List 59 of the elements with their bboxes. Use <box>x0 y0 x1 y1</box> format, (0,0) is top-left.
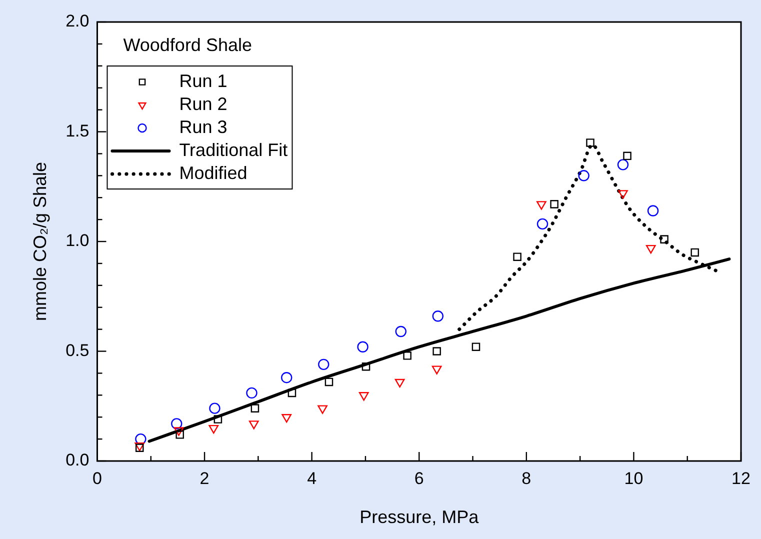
legend-label: Run 1 <box>179 70 228 91</box>
point <box>135 433 146 445</box>
x-tick-label: 4 <box>307 468 317 488</box>
point <box>246 387 258 399</box>
legend-label: Traditional Fit <box>179 140 288 160</box>
point <box>586 138 594 147</box>
legend-title: Woodford Shale <box>123 34 252 55</box>
point <box>362 362 370 371</box>
x-tick-label: 0 <box>92 468 102 488</box>
point <box>432 310 444 322</box>
y-tick-label: 0.0 <box>66 450 90 470</box>
y-tick-label: 2.0 <box>66 12 90 31</box>
point <box>432 347 441 356</box>
point <box>646 244 656 254</box>
point <box>176 430 184 439</box>
point <box>358 392 369 401</box>
point <box>281 372 292 384</box>
legend-label: Run 3 <box>179 116 228 137</box>
point <box>617 159 629 170</box>
point <box>578 170 590 182</box>
y-tick-label: 1.0 <box>66 231 90 250</box>
point <box>324 378 334 386</box>
x-tick-label: 6 <box>414 468 424 488</box>
x-tick-label: 10 <box>624 468 644 488</box>
legend-label: Modified <box>179 162 248 183</box>
point <box>513 252 522 261</box>
point <box>403 352 412 360</box>
x-tick-label: 2 <box>200 468 210 488</box>
legend-label: Run 2 <box>179 94 228 114</box>
point <box>472 342 480 351</box>
y-tick-label: 0.5 <box>66 340 90 360</box>
point <box>357 341 368 352</box>
x-tick-label: 12 <box>732 468 750 488</box>
point <box>208 424 219 434</box>
point <box>647 205 659 216</box>
point <box>618 190 628 199</box>
point <box>209 402 220 414</box>
point <box>395 326 406 338</box>
point <box>288 388 296 398</box>
x-axis-title: Pressure, MPa <box>360 507 480 528</box>
point <box>394 378 405 388</box>
point <box>318 405 328 414</box>
point <box>660 235 668 244</box>
y-axis-title: mmole CO₂/g Shale <box>30 162 50 322</box>
point <box>250 404 260 412</box>
point <box>536 201 546 210</box>
point <box>248 420 259 430</box>
point <box>214 415 222 424</box>
point <box>432 366 442 374</box>
x-tick-label: 8 <box>522 468 532 488</box>
point <box>282 414 292 423</box>
point <box>550 200 558 208</box>
point <box>174 427 184 436</box>
point <box>690 248 699 257</box>
point <box>536 218 548 230</box>
y-tick-label: 1.5 <box>66 121 90 140</box>
point <box>623 152 632 160</box>
point <box>318 358 330 370</box>
point <box>171 418 182 430</box>
